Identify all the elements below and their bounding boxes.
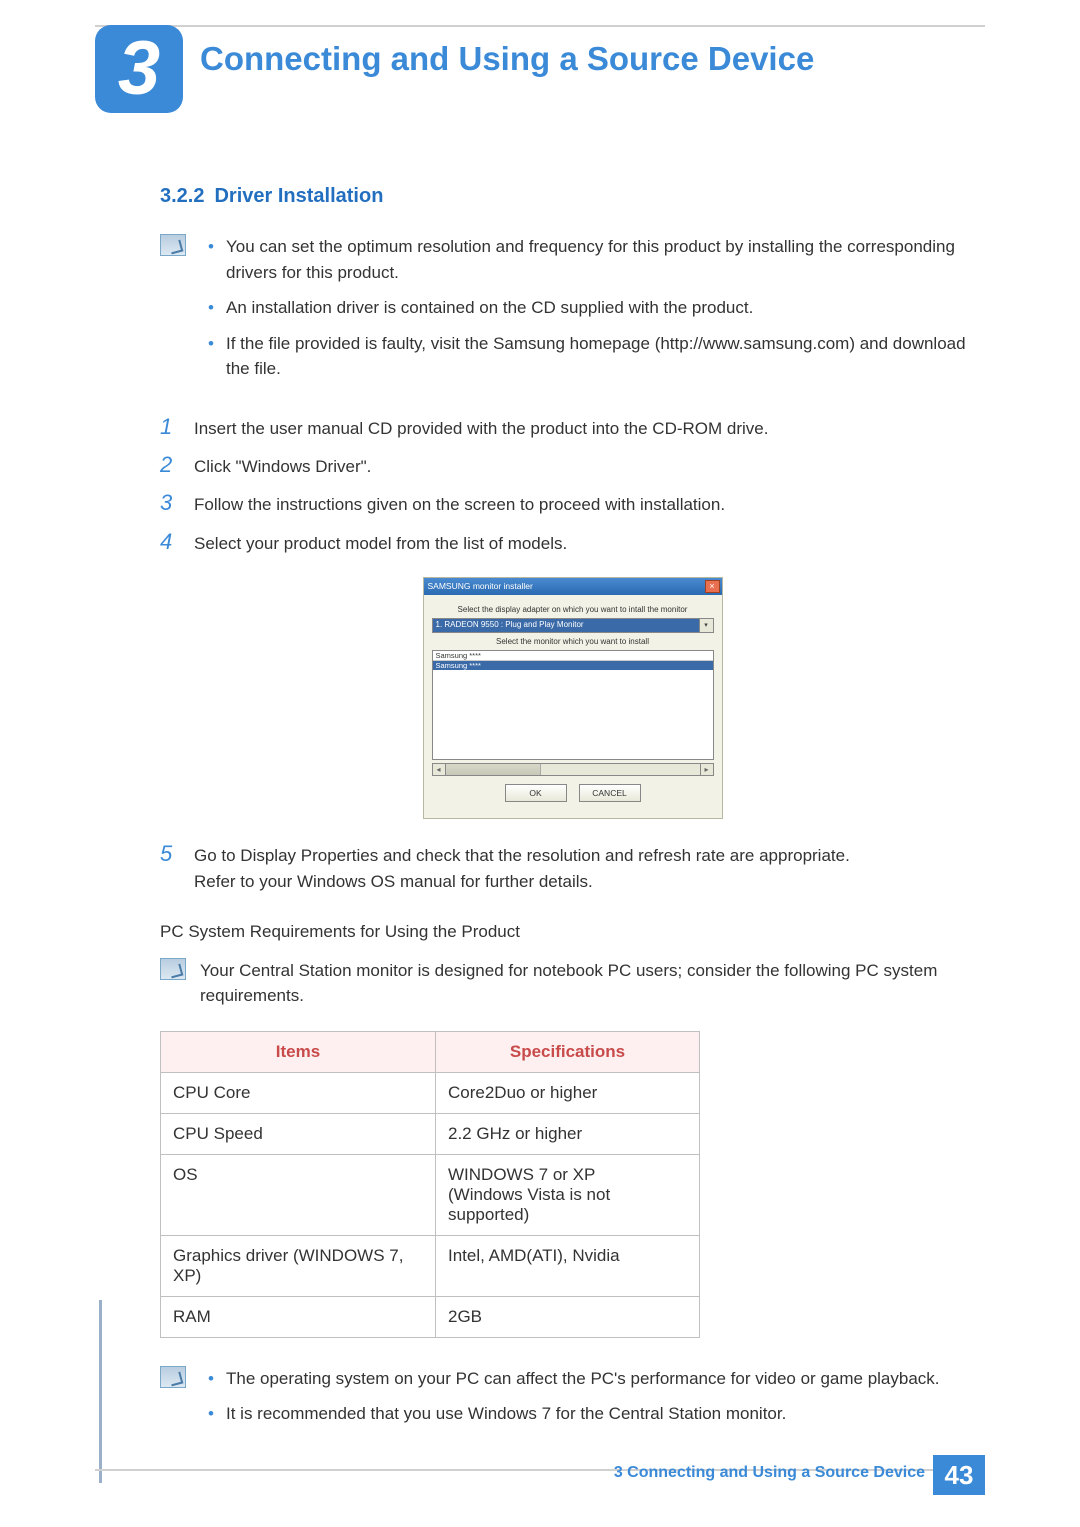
table-cell: CPU Speed xyxy=(161,1113,436,1154)
table-header-row: Items Specifications xyxy=(161,1031,700,1072)
dialog-body: Select the display adapter on which you … xyxy=(424,595,722,818)
dialog-buttons: OK CANCEL xyxy=(432,776,714,812)
step-number: 5 xyxy=(160,841,194,867)
step-number: 4 xyxy=(160,529,194,555)
page: 3 Connecting and Using a Source Device 3… xyxy=(0,0,1080,1527)
top-border xyxy=(95,25,985,27)
end-note-content: The operating system on your PC can affe… xyxy=(200,1366,985,1437)
section-number: 3.2.2 xyxy=(160,185,204,207)
step-item: 4Select your product model from the list… xyxy=(160,529,985,557)
dialog-label: Select the monitor which you want to ins… xyxy=(432,637,714,646)
table-row: CPU Speed2.2 GHz or higher xyxy=(161,1113,700,1154)
step-item: 2Click "Windows Driver". xyxy=(160,452,985,480)
step-text: Insert the user manual CD provided with … xyxy=(194,414,985,442)
end-bullet-list: The operating system on your PC can affe… xyxy=(200,1366,985,1427)
scrollbar-thumb[interactable] xyxy=(446,764,541,775)
table-cell: Core2Duo or higher xyxy=(436,1072,700,1113)
step-item: 1Insert the user manual CD provided with… xyxy=(160,414,985,442)
step-text: Follow the instructions given on the scr… xyxy=(194,490,985,518)
section-title: Driver Installation xyxy=(214,185,383,207)
table-cell: 2GB xyxy=(436,1296,700,1337)
end-bullet: It is recommended that you use Windows 7… xyxy=(200,1401,985,1427)
intro-note-block: You can set the optimum resolution and f… xyxy=(160,234,985,392)
table-cell: WINDOWS 7 or XP (Windows Vista is not su… xyxy=(436,1154,700,1235)
intro-bullet: You can set the optimum resolution and f… xyxy=(200,234,985,285)
step-number: 1 xyxy=(160,414,194,440)
steps-list: 1Insert the user manual CD provided with… xyxy=(160,414,985,557)
list-item[interactable]: Samsung **** xyxy=(433,651,713,661)
step-line: Refer to your Windows OS manual for furt… xyxy=(194,872,593,891)
req-note-block: Your Central Station monitor is designed… xyxy=(160,958,985,1009)
step-text: Click "Windows Driver". xyxy=(194,452,985,480)
monitor-listbox[interactable]: Samsung **** Samsung **** xyxy=(432,650,714,760)
scroll-left-icon[interactable]: ◂ xyxy=(433,764,446,775)
table-cell: OS xyxy=(161,1154,436,1235)
adapter-select-text: 1. RADEON 9550 : Plug and Play Monitor xyxy=(433,619,699,632)
table-cell: 2.2 GHz or higher xyxy=(436,1113,700,1154)
step-number: 3 xyxy=(160,490,194,516)
requirements-heading: PC System Requirements for Using the Pro… xyxy=(160,922,985,942)
table-row: Graphics driver (WINDOWS 7, XP)Intel, AM… xyxy=(161,1235,700,1296)
table-cell: RAM xyxy=(161,1296,436,1337)
intro-note-content: You can set the optimum resolution and f… xyxy=(200,234,985,392)
table-row: RAM2GB xyxy=(161,1296,700,1337)
intro-bullet: If the file provided is faulty, visit th… xyxy=(200,331,985,382)
dialog-screenshot: SAMSUNG monitor installer × Select the d… xyxy=(160,577,985,819)
note-icon xyxy=(160,958,186,980)
steps-list-cont: 5 Go to Display Properties and check tha… xyxy=(160,841,985,896)
scroll-right-icon[interactable]: ▸ xyxy=(700,764,713,775)
chevron-down-icon[interactable]: ▾ xyxy=(699,619,713,632)
close-icon[interactable]: × xyxy=(705,580,720,593)
table-header: Items xyxy=(161,1031,436,1072)
adapter-select[interactable]: 1. RADEON 9550 : Plug and Play Monitor ▾ xyxy=(432,618,714,633)
req-note-text: Your Central Station monitor is designed… xyxy=(200,958,985,1009)
intro-bullet: An installation driver is contained on t… xyxy=(200,295,985,321)
step-line: Go to Display Properties and check that … xyxy=(194,846,850,865)
intro-bullet-list: You can set the optimum resolution and f… xyxy=(200,234,985,382)
chapter-title: Connecting and Using a Source Device xyxy=(200,40,814,78)
step-number: 2 xyxy=(160,452,194,478)
section-heading: 3.2.2 Driver Installation xyxy=(160,185,985,208)
end-note-block: The operating system on your PC can affe… xyxy=(160,1366,985,1437)
table-cell: CPU Core xyxy=(161,1072,436,1113)
page-footer: 3 Connecting and Using a Source Device 4… xyxy=(0,1455,1080,1495)
cancel-button[interactable]: CANCEL xyxy=(579,784,641,802)
table-header: Specifications xyxy=(436,1031,700,1072)
table-cell: Intel, AMD(ATI), Nvidia xyxy=(436,1235,700,1296)
note-icon xyxy=(160,1366,186,1388)
installer-dialog: SAMSUNG monitor installer × Select the d… xyxy=(423,577,723,819)
dialog-label: Select the display adapter on which you … xyxy=(432,605,714,614)
scrollbar-track[interactable] xyxy=(446,764,700,775)
content-area: 3.2.2 Driver Installation You can set the… xyxy=(160,185,985,1459)
step-item: 3Follow the instructions given on the sc… xyxy=(160,490,985,518)
table-cell: Graphics driver (WINDOWS 7, XP) xyxy=(161,1235,436,1296)
end-bullet: The operating system on your PC can affe… xyxy=(200,1366,985,1392)
note-icon xyxy=(160,234,186,256)
spec-table: Items Specifications CPU CoreCore2Duo or… xyxy=(160,1031,700,1338)
list-item[interactable]: Samsung **** xyxy=(433,661,713,670)
horizontal-scrollbar[interactable]: ◂ ▸ xyxy=(432,763,714,776)
step-text: Go to Display Properties and check that … xyxy=(194,841,985,896)
page-number: 43 xyxy=(933,1455,985,1495)
chapter-badge: 3 xyxy=(95,25,183,113)
dialog-titlebar: SAMSUNG monitor installer × xyxy=(424,578,722,595)
chapter-number: 3 xyxy=(118,31,160,107)
table-row: OSWINDOWS 7 or XP (Windows Vista is not … xyxy=(161,1154,700,1235)
table-row: CPU CoreCore2Duo or higher xyxy=(161,1072,700,1113)
step-item: 5 Go to Display Properties and check tha… xyxy=(160,841,985,896)
dialog-title: SAMSUNG monitor installer xyxy=(428,581,533,591)
footer-chapter-text: 3 Connecting and Using a Source Device xyxy=(614,1464,925,1482)
step-text: Select your product model from the list … xyxy=(194,529,985,557)
ok-button[interactable]: OK xyxy=(505,784,567,802)
